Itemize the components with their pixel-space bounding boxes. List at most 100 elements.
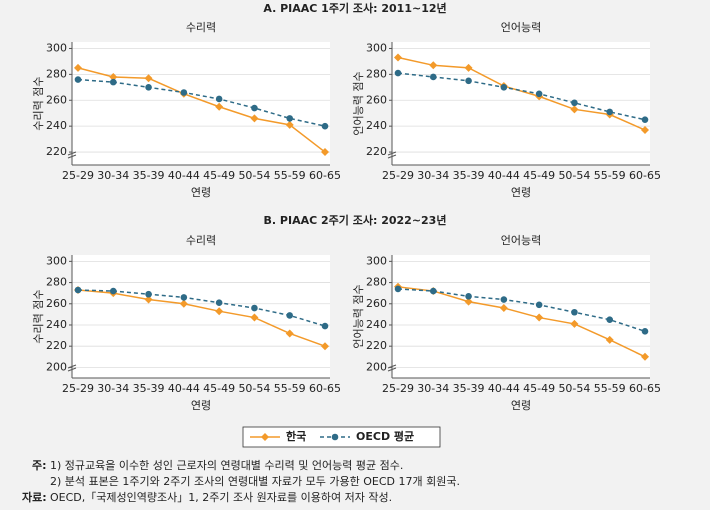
series-line <box>77 67 326 153</box>
x-tick-label: 55-59 <box>274 382 306 395</box>
y-tick-label: 300 <box>46 41 67 54</box>
source: OECD,「국제성인역량조사」1, 2주기 조사 원자료를 이용하여 저자 작성… <box>50 490 392 504</box>
marker <box>321 342 329 351</box>
chart-title: 수리력 <box>186 234 216 247</box>
plot-area <box>392 42 650 165</box>
marker <box>429 73 437 81</box>
notes-label: 주: <box>32 459 47 472</box>
x-tick-label: 55-59 <box>594 169 626 182</box>
marker <box>570 105 579 114</box>
marker <box>606 316 614 323</box>
chart-title: 언어능력 <box>501 21 541 34</box>
marker <box>145 290 152 298</box>
chart-title: 언어능력 <box>501 234 541 247</box>
marker <box>464 63 473 72</box>
marker <box>251 104 258 112</box>
y-tick-label: 280 <box>366 276 387 289</box>
x-tick-label: 60-65 <box>629 169 661 182</box>
marker <box>464 297 473 306</box>
x-tick-label: 45-49 <box>203 382 235 395</box>
x-tick-label: 50-54 <box>558 169 590 182</box>
x-tick-label: 35-39 <box>133 382 165 395</box>
x-tick-label: 45-49 <box>203 169 235 182</box>
y-tick-label: 220 <box>46 339 67 352</box>
marker <box>74 63 82 72</box>
y-axis-label: 언어능력 점수 <box>352 71 365 135</box>
marker <box>250 114 259 123</box>
x-tick-label: 50-54 <box>238 169 270 182</box>
marker <box>535 301 543 309</box>
x-axis-label: 연령 <box>191 186 211 199</box>
marker <box>500 84 508 91</box>
marker <box>394 69 402 77</box>
x-tick-label: 25-29 <box>382 169 414 182</box>
legend-marker <box>331 433 339 441</box>
marker <box>394 285 402 293</box>
x-tick-label: 40-44 <box>488 382 520 395</box>
marker <box>641 328 649 335</box>
y-tick-label: 220 <box>366 145 387 158</box>
marker <box>571 99 578 107</box>
marker <box>109 287 117 295</box>
x-tick-label: 60-65 <box>309 382 341 395</box>
x-tick-label: 60-65 <box>629 382 661 395</box>
axis-break <box>67 151 77 159</box>
note: 2) 분석 표본은 1주기와 2주기 조사의 연령대별 자료가 모두 가용한 O… <box>50 475 460 488</box>
marker <box>641 116 649 123</box>
y-tick-label: 260 <box>46 297 67 310</box>
axis-break <box>387 364 397 372</box>
x-tick-label: 25-29 <box>382 382 414 395</box>
x-tick-label: 55-59 <box>594 382 626 395</box>
y-axis-label: 수리력 점수 <box>32 76 45 130</box>
y-axis-label: 수리력 점수 <box>32 289 45 343</box>
marker <box>285 120 294 129</box>
legend-marker <box>261 433 269 441</box>
y-tick-label: 240 <box>366 119 387 132</box>
y-tick-label: 280 <box>366 67 387 80</box>
marker <box>429 61 438 70</box>
y-tick-label: 220 <box>366 339 387 352</box>
marker <box>109 78 117 86</box>
x-tick-label: 35-39 <box>453 169 485 182</box>
marker <box>606 108 614 116</box>
y-tick-label: 300 <box>46 254 67 267</box>
marker <box>215 299 223 307</box>
x-tick-label: 25-29 <box>62 382 94 395</box>
marker <box>215 95 223 103</box>
axis-break <box>387 151 397 159</box>
marker <box>535 90 543 98</box>
marker <box>74 76 82 83</box>
legend-label: 한국 <box>286 429 306 443</box>
y-tick-label: 260 <box>366 93 387 106</box>
plot-area <box>72 42 330 165</box>
marker <box>499 304 508 313</box>
section-title: B. PIAAC 2주기 조사: 2022~23년 <box>264 213 447 227</box>
series-line <box>397 56 646 131</box>
y-tick-label: 200 <box>46 360 67 373</box>
y-axis-label: 언어능력 점수 <box>352 284 365 348</box>
marker <box>465 77 472 85</box>
legend-label: OECD 평균 <box>356 429 414 443</box>
series-line <box>77 289 326 347</box>
y-tick-label: 200 <box>366 360 387 373</box>
marker <box>570 319 579 328</box>
x-tick-label: 30-34 <box>417 382 449 395</box>
axis-break <box>67 364 77 372</box>
x-axis-label: 연령 <box>511 186 531 199</box>
x-tick-label: 50-54 <box>238 382 270 395</box>
section-title: A. PIAAC 1주기 조사: 2011~12년 <box>263 1 446 15</box>
x-tick-label: 60-65 <box>309 169 341 182</box>
y-tick-label: 280 <box>46 276 67 289</box>
marker <box>180 89 188 96</box>
marker <box>215 307 224 316</box>
marker <box>321 322 329 330</box>
marker <box>215 102 224 111</box>
marker <box>465 293 472 300</box>
marker <box>571 308 578 316</box>
x-tick-label: 40-44 <box>488 169 520 182</box>
marker <box>144 74 153 83</box>
marker <box>144 295 153 304</box>
marker <box>74 286 82 294</box>
y-tick-label: 260 <box>366 297 387 310</box>
